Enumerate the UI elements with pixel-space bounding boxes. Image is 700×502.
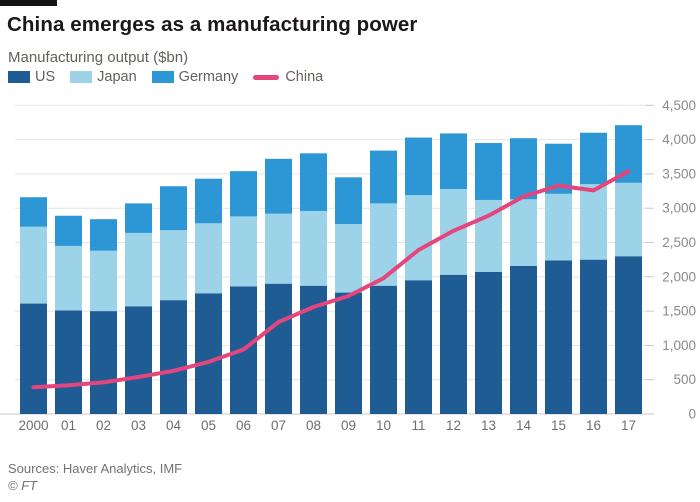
- bar-germany-05: [195, 178, 222, 224]
- bar-japan-03: [125, 232, 152, 307]
- y-axis-label-2000: 2,000: [662, 269, 696, 284]
- legend-item-germany: Germany: [151, 69, 239, 85]
- bar-japan-07: [265, 213, 292, 284]
- bar-us-16: [580, 259, 607, 414]
- legend-item-us: US: [8, 69, 55, 85]
- legend-label-china: China: [285, 69, 324, 85]
- legend-swatch-japan: [70, 71, 93, 83]
- x-axis-label-02: 02: [96, 418, 111, 433]
- source-note: Sources: Haver Analytics, IMF: [8, 461, 183, 476]
- bar-japan-05: [195, 223, 222, 294]
- bar-japan-14: [510, 199, 537, 266]
- bar-us-13: [475, 271, 502, 414]
- bar-japan-02: [90, 250, 117, 312]
- legend-item-china: China: [253, 69, 323, 85]
- x-axis-label-05: 05: [201, 418, 216, 433]
- bar-germany-09: [335, 177, 362, 224]
- bar-us-07: [265, 283, 292, 414]
- bar-us-12: [440, 274, 467, 414]
- bar-japan-17: [615, 182, 642, 257]
- ft-copyright: © FT: [8, 478, 38, 493]
- bar-us-05: [195, 293, 222, 414]
- x-axis-label-13: 13: [481, 418, 496, 433]
- chart-subtitle: Manufacturing output ($bn): [8, 49, 189, 66]
- bar-us-09: [335, 292, 362, 414]
- x-axis-label-2000: 2000: [18, 418, 48, 433]
- bar-japan-04: [160, 230, 187, 301]
- china-line: [31, 169, 631, 390]
- bar-germany-07: [265, 158, 292, 214]
- y-axis-label-1000: 1,000: [662, 338, 696, 353]
- bar-us-17: [615, 256, 642, 414]
- legend-swatch-germany: [151, 71, 174, 83]
- x-axis-label-08: 08: [306, 418, 321, 433]
- bar-germany-04: [160, 186, 187, 231]
- bar-germany-10: [370, 150, 397, 204]
- x-axis-label-12: 12: [446, 418, 461, 433]
- x-axis-label-01: 01: [61, 418, 76, 433]
- legend-item-japan: Japan: [70, 69, 137, 85]
- bar-japan-10: [370, 203, 397, 286]
- legend-swatch-us: [8, 71, 30, 83]
- bar-germany-03: [125, 203, 152, 233]
- x-axis-label-15: 15: [551, 418, 566, 433]
- bar-us-02: [90, 311, 117, 414]
- bar-germany-12: [440, 133, 467, 189]
- x-axis-label-04: 04: [166, 418, 182, 433]
- bar-germany-11: [405, 137, 432, 196]
- legend: US Japan Germany China: [8, 69, 338, 85]
- bar-japan-11: [405, 195, 432, 281]
- bar-japan-06: [230, 216, 257, 287]
- y-axis-label-2500: 2,500: [662, 235, 696, 250]
- bar-us-03: [125, 306, 152, 414]
- x-axis-label-17: 17: [621, 418, 636, 433]
- bar-germany-13: [475, 143, 502, 200]
- bar-us-14: [510, 265, 537, 414]
- y-axis-label-0: 0: [688, 407, 696, 422]
- bar-japan-16: [580, 184, 607, 260]
- y-axis-label-1500: 1,500: [662, 304, 696, 319]
- bar-us-2000: [20, 303, 47, 414]
- y-axis-label-3000: 3,000: [662, 201, 696, 216]
- bar-japan-01: [55, 245, 82, 311]
- y-axis-label-3500: 3,500: [662, 166, 696, 181]
- page-title: China emerges as a manufacturing power: [7, 13, 418, 36]
- bar-us-04: [160, 300, 187, 414]
- y-axis-label-4000: 4,000: [662, 132, 696, 147]
- x-axis-label-14: 14: [516, 418, 532, 433]
- bar-germany-01: [55, 215, 82, 246]
- y-axis-label-4500: 4,500: [662, 98, 696, 113]
- bar-germany-08: [300, 153, 327, 211]
- legend-label-us: US: [35, 69, 56, 85]
- legend-swatch-china-line: [253, 74, 280, 80]
- x-axis-label-16: 16: [586, 418, 601, 433]
- bar-japan-09: [335, 223, 362, 293]
- y-axis-label-500: 500: [673, 372, 696, 387]
- bar-germany-02: [90, 219, 117, 251]
- bar-japan-15: [545, 193, 572, 261]
- title-accent-bar: [0, 0, 57, 6]
- bar-japan-2000: [20, 226, 47, 304]
- x-axis-label-09: 09: [341, 418, 356, 433]
- bar-germany-06: [230, 171, 257, 217]
- bar-us-11: [405, 280, 432, 414]
- x-axis-label-10: 10: [376, 418, 391, 433]
- bar-us-10: [370, 285, 397, 414]
- legend-label-japan: Japan: [97, 69, 137, 85]
- bar-germany-14: [510, 138, 537, 200]
- x-axis-label-07: 07: [271, 418, 286, 433]
- x-axis-label-11: 11: [411, 418, 425, 433]
- bar-germany-2000: [20, 197, 47, 227]
- bar-japan-08: [300, 210, 327, 286]
- x-axis-label-06: 06: [236, 418, 251, 433]
- bar-us-01: [55, 310, 82, 414]
- bar-germany-16: [580, 132, 607, 185]
- legend-label-germany: Germany: [178, 69, 239, 85]
- x-axis-label-03: 03: [131, 418, 146, 433]
- bar-us-15: [545, 260, 572, 414]
